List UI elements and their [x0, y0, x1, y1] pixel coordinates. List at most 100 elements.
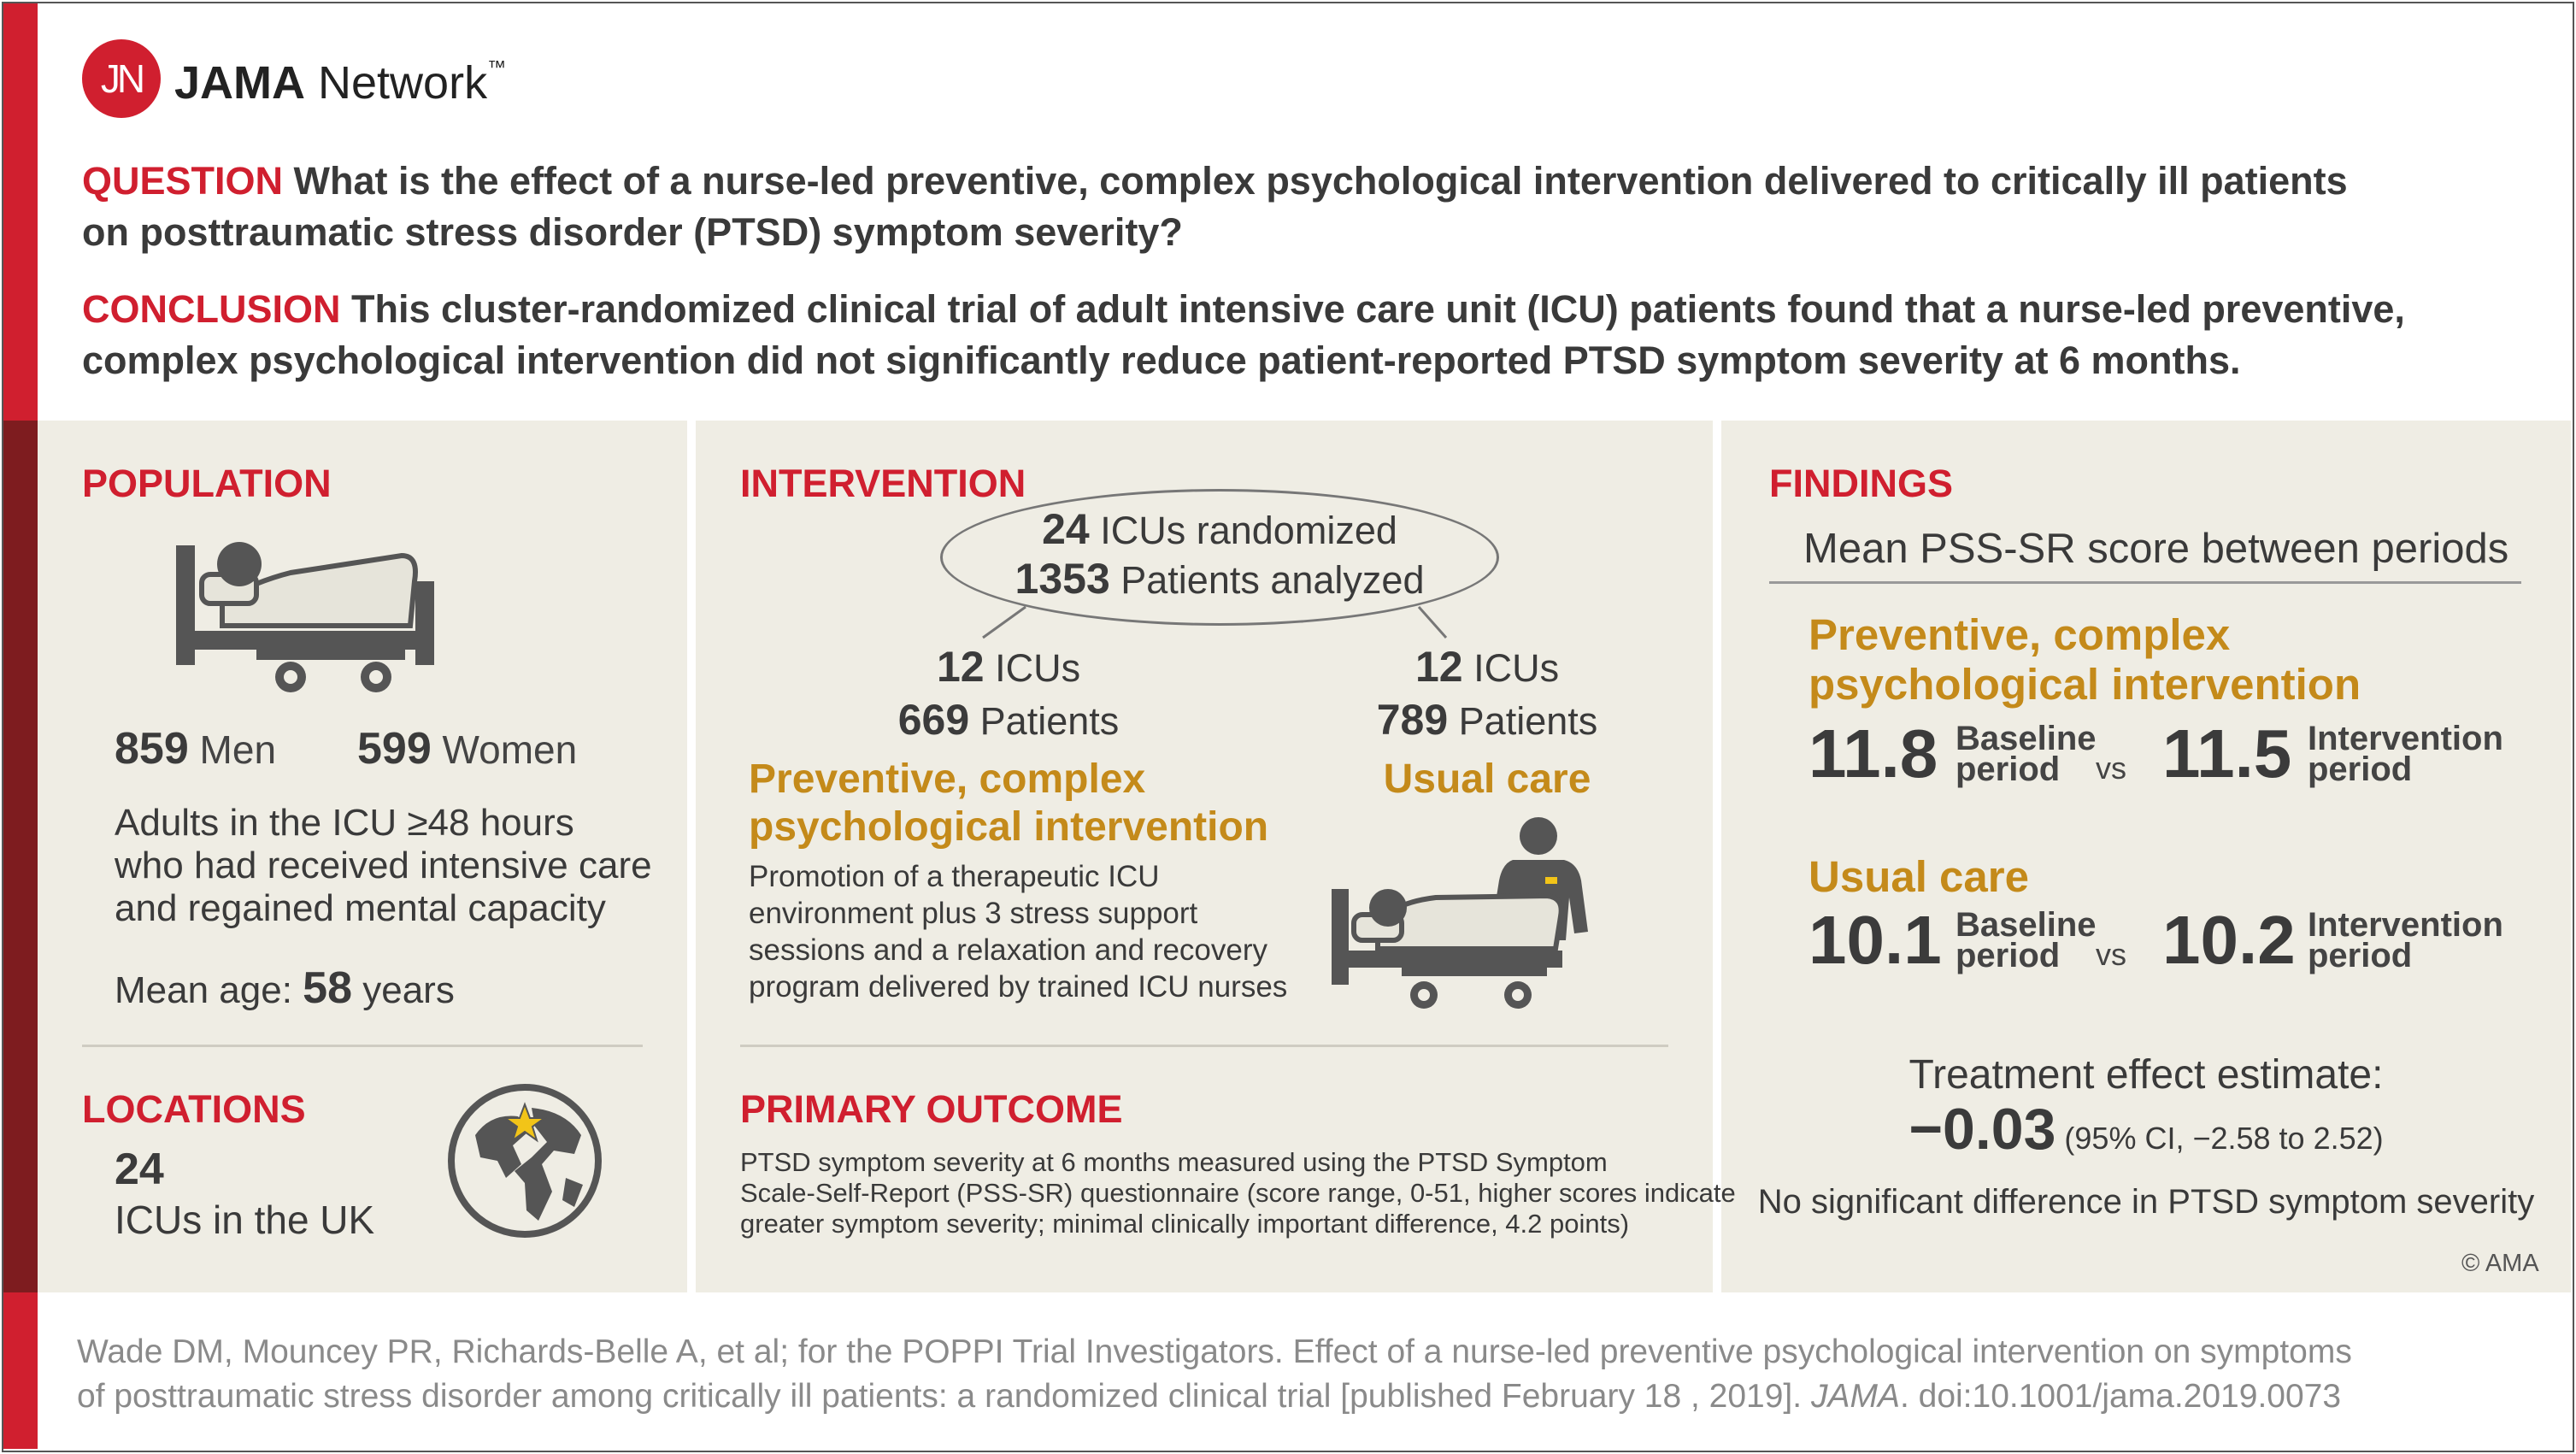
population-heading: POPULATION	[82, 462, 332, 505]
population-description: Adults in the ICU ≥48 hours who had rece…	[115, 802, 652, 930]
left-arm-patients-label: Patients	[969, 699, 1120, 743]
citation-line2-pre: of posttraumatic stress disorder among c…	[77, 1378, 1811, 1415]
locations-label: ICUs in the UK	[115, 1198, 375, 1242]
effect-label: Treatment effect estimate:	[1908, 1052, 2384, 1098]
group1-intervention-label: Intervention period	[2308, 720, 2503, 788]
men-count-row: 859 Men	[115, 723, 276, 774]
population-desc-line2: who had received intensive care	[115, 845, 652, 886]
brand-name-bold: JAMA	[174, 57, 306, 109]
question-line2: on posttraumatic stress disorder (PTSD) …	[82, 210, 1183, 254]
effect-value: −0.03	[1908, 1097, 2056, 1162]
group2-intervention-score: 10.2	[2162, 902, 2296, 978]
group2-baseline-label: Baseline period	[1956, 906, 2097, 974]
population-desc-line1: Adults in the ICU ≥48 hours	[115, 802, 574, 844]
men-count: 859	[115, 724, 189, 774]
women-label: Women	[431, 727, 578, 772]
women-count-row: 599 Women	[357, 723, 577, 774]
left-arm-title-line2: psychological intervention	[749, 804, 1269, 850]
primary-outcome-line3: greater symptom severity; minimal clinic…	[740, 1209, 1630, 1239]
women-count: 599	[357, 724, 432, 774]
group1-title: Preventive, complex psychological interv…	[1808, 610, 2361, 709]
question-label: QUESTION	[82, 159, 284, 203]
accent-bar-top	[3, 3, 38, 421]
left-arm-title-line1: Preventive, complex	[749, 756, 1146, 802]
logo-badge: JN	[82, 39, 161, 118]
question-line1: What is the effect of a nurse-led preven…	[283, 159, 2348, 203]
left-arm-patients-num: 669	[897, 696, 970, 744]
right-arm-patients-label: Patients	[1448, 699, 1598, 743]
conclusion-block: CONCLUSION This cluster-randomized clini…	[82, 284, 2405, 386]
effect-ci: (95% CI, −2.58 to 2.52)	[2056, 1121, 2384, 1156]
left-arm-description: Promotion of a therapeutic ICU environme…	[749, 858, 1287, 1005]
group2-title: Usual care	[1808, 852, 2029, 901]
group2-intervention-label: Intervention period	[2308, 906, 2503, 974]
group2-baseline-label2: period	[1956, 937, 2061, 974]
mean-age-unit: years	[352, 969, 455, 1011]
question-block: QUESTION What is the effect of a nurse-l…	[82, 156, 2348, 258]
group2-baseline-score: 10.1	[1808, 902, 1942, 978]
findings-panel	[1721, 421, 2571, 1292]
citation: Wade DM, Mouncey PR, Richards-Belle A, e…	[77, 1330, 2352, 1419]
left-arm-title: Preventive, complex psychological interv…	[749, 756, 1268, 851]
intervention-heading: INTERVENTION	[740, 462, 1026, 505]
mean-age-label: Mean age:	[115, 969, 303, 1011]
population-desc-line3: and regained mental capacity	[115, 887, 606, 929]
group2-intervention-label2: period	[2308, 937, 2413, 974]
randomized-icus-num: 24	[1042, 505, 1090, 553]
group1-baseline-score: 11.8	[1808, 715, 1938, 792]
population-divider	[82, 1045, 643, 1047]
analyzed-patients-label: Patients analyzed	[1109, 558, 1425, 602]
left-arm-desc-line1: Promotion of a therapeutic ICU	[749, 860, 1160, 893]
group1-vs: vs	[2096, 751, 2126, 786]
group1-intervention-label2: period	[2308, 751, 2413, 788]
nurse-bedside-icon	[1332, 817, 1588, 1009]
accent-bar-middle	[3, 421, 38, 1292]
randomized-ellipse	[940, 489, 1499, 626]
group2-baseline-label1: Baseline	[1956, 906, 2097, 944]
group1-intervention-score: 11.5	[2162, 715, 2292, 792]
left-arm-counts: 12 ICUs 669 Patients	[855, 641, 1162, 747]
left-arm-desc-line2: environment plus 3 stress support	[749, 897, 1198, 930]
accent-bar-bottom	[3, 1292, 38, 1449]
left-arm-desc-line4: program delivered by trained ICU nurses	[749, 970, 1288, 1004]
mean-age-row: Mean age: 58 years	[115, 962, 455, 1014]
analyzed-patients-num: 1353	[1015, 555, 1110, 603]
group1-title-line1: Preventive, complex	[1808, 610, 2231, 659]
conclusion-label: CONCLUSION	[82, 287, 341, 331]
group1-intervention-label1: Intervention	[2308, 720, 2503, 757]
allocation-lines	[982, 605, 1448, 639]
primary-outcome-text: PTSD symptom severity at 6 months measur…	[740, 1147, 1736, 1239]
men-label: Men	[188, 727, 277, 772]
brand-name: JAMA Network™	[174, 56, 506, 109]
citation-line2-post: . doi:10.1001/jama.2019.0073	[1899, 1378, 2342, 1415]
locations-count: 24	[115, 1145, 164, 1194]
brand-name-rest: Network	[305, 57, 488, 109]
left-arm-icus-num: 12	[936, 643, 985, 691]
effect-note: No significant difference in PTSD sympto…	[1757, 1183, 2535, 1221]
brand-trademark: ™	[487, 56, 507, 78]
right-arm-title: Usual care	[1383, 756, 1591, 802]
analyzed-patients: 1353 Patients analyzed	[940, 554, 1499, 603]
right-arm-patients-num: 789	[1376, 696, 1449, 744]
randomized-icus: 24 ICUs randomized	[940, 504, 1499, 554]
primary-outcome-line2: Scale-Self-Report (PSS-SR) questionnaire…	[740, 1178, 1736, 1208]
effect-row: −0.03 (95% CI, −2.58 to 2.52)	[1721, 1096, 2571, 1163]
right-arm-counts: 12 ICUs 789 Patients	[1333, 641, 1641, 747]
conclusion-line1: This cluster-randomized clinical trial o…	[340, 287, 2405, 331]
primary-outcome-line1: PTSD symptom severity at 6 months measur…	[740, 1147, 1608, 1177]
group2-vs: vs	[2096, 937, 2126, 972]
conclusion-line2: complex psychological intervention did n…	[82, 338, 2241, 382]
randomized-icus-label: ICUs randomized	[1089, 509, 1397, 552]
citation-line1: Wade DM, Mouncey PR, Richards-Belle A, e…	[77, 1333, 2352, 1370]
findings-divider	[1769, 581, 2521, 584]
findings-heading: FINDINGS	[1769, 462, 1954, 505]
intervention-divider	[740, 1045, 1668, 1047]
findings-subtitle: Mean PSS-SR score between periods	[1803, 526, 2509, 572]
mean-age-value: 58	[303, 963, 352, 1013]
right-arm-icus-label: ICUs	[1462, 646, 1560, 690]
group2-intervention-label1: Intervention	[2308, 906, 2503, 944]
group1-title-line2: psychological intervention	[1808, 660, 2361, 709]
left-arm-icus-label: ICUs	[984, 646, 1081, 690]
